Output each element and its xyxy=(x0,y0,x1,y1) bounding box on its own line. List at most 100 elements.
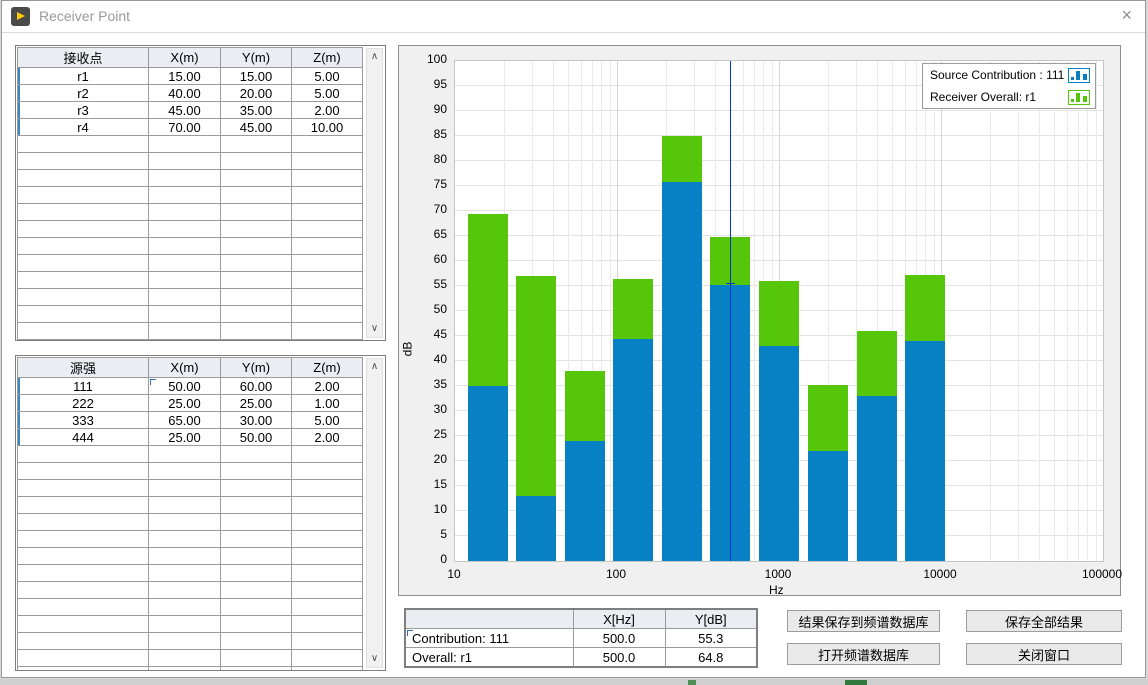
table-cell[interactable] xyxy=(221,221,292,238)
table-row-empty[interactable] xyxy=(18,463,363,480)
table-cell[interactable]: 2.00 xyxy=(292,429,363,446)
table-cell[interactable] xyxy=(149,497,221,514)
table-cell[interactable] xyxy=(292,289,363,306)
table-row-empty[interactable] xyxy=(18,204,363,221)
table-row[interactable]: r470.0045.0010.00 xyxy=(18,119,363,136)
table-cell[interactable] xyxy=(292,548,363,565)
table-row[interactable]: 11150.0060.002.00 xyxy=(18,378,363,395)
table-row-empty[interactable] xyxy=(18,633,363,650)
table-cell[interactable] xyxy=(18,480,149,497)
table-cell[interactable] xyxy=(18,514,149,531)
table-cell[interactable] xyxy=(292,616,363,633)
table-row[interactable]: r345.0035.002.00 xyxy=(18,102,363,119)
table-cell[interactable] xyxy=(149,463,221,480)
table-cell[interactable] xyxy=(149,306,221,323)
table-cell[interactable] xyxy=(18,170,149,187)
table-cell[interactable]: 15.00 xyxy=(221,68,292,85)
table-cell[interactable]: 20.00 xyxy=(221,85,292,102)
table-cell[interactable] xyxy=(149,153,221,170)
table-row-empty[interactable] xyxy=(18,582,363,599)
table-cell[interactable] xyxy=(149,446,221,463)
table-row-empty[interactable] xyxy=(18,616,363,633)
table-cell[interactable]: 65.00 xyxy=(149,412,221,429)
table-cell[interactable] xyxy=(292,633,363,650)
table-cell[interactable] xyxy=(292,463,363,480)
table-cell[interactable] xyxy=(149,616,221,633)
table-cell[interactable]: 10.00 xyxy=(292,119,363,136)
table-cell[interactable] xyxy=(18,463,149,480)
table-cell[interactable]: 2.00 xyxy=(292,102,363,119)
save-all-results-button[interactable]: 保存全部结果 xyxy=(966,610,1122,632)
table-cell[interactable]: 222 xyxy=(18,395,149,412)
close-icon[interactable]: × xyxy=(1121,5,1132,26)
table-cell[interactable] xyxy=(18,599,149,616)
table-cell[interactable] xyxy=(149,238,221,255)
table-cell[interactable] xyxy=(221,531,292,548)
table-row-empty[interactable] xyxy=(18,446,363,463)
table-cell[interactable] xyxy=(18,582,149,599)
table-cell[interactable] xyxy=(292,170,363,187)
table-row-empty[interactable] xyxy=(18,221,363,238)
table-cell[interactable] xyxy=(292,306,363,323)
table-cell[interactable] xyxy=(18,531,149,548)
cursor-cell[interactable]: 500.0 xyxy=(573,629,665,648)
table-row-empty[interactable] xyxy=(18,170,363,187)
table-row-empty[interactable] xyxy=(18,650,363,667)
table-row-empty[interactable] xyxy=(18,153,363,170)
cursor-row[interactable]: Overall: r1500.064.8 xyxy=(405,648,757,668)
table-cell[interactable] xyxy=(18,289,149,306)
table-row-empty[interactable] xyxy=(18,255,363,272)
table-cell[interactable]: 40.00 xyxy=(149,85,221,102)
table-cell[interactable] xyxy=(221,187,292,204)
table-cell[interactable] xyxy=(18,323,149,340)
table-cell[interactable] xyxy=(221,170,292,187)
table-cell[interactable] xyxy=(292,480,363,497)
source-table-scrollbar[interactable]: ∧ ∨ xyxy=(366,358,383,668)
table-cell[interactable] xyxy=(221,136,292,153)
table-row[interactable]: r240.0020.005.00 xyxy=(18,85,363,102)
chart-cursor-line[interactable] xyxy=(730,61,731,561)
table-row[interactable]: 44425.0050.002.00 xyxy=(18,429,363,446)
table-cell[interactable] xyxy=(149,548,221,565)
table-cell[interactable]: 45.00 xyxy=(149,102,221,119)
table-cell[interactable] xyxy=(18,565,149,582)
table-cell[interactable] xyxy=(149,531,221,548)
table-cell[interactable]: 5.00 xyxy=(292,68,363,85)
table-cell[interactable] xyxy=(221,650,292,667)
table-cell[interactable] xyxy=(221,463,292,480)
table-cell[interactable]: 35.00 xyxy=(221,102,292,119)
table-cell[interactable] xyxy=(221,667,292,672)
table-cell[interactable] xyxy=(292,187,363,204)
table-row-empty[interactable] xyxy=(18,548,363,565)
table-cell[interactable] xyxy=(149,582,221,599)
table-cell[interactable] xyxy=(221,616,292,633)
table-cell[interactable] xyxy=(149,599,221,616)
table-cell[interactable] xyxy=(149,633,221,650)
table-cell[interactable]: 25.00 xyxy=(221,395,292,412)
table-cell[interactable]: r3 xyxy=(18,102,149,119)
table-cell[interactable] xyxy=(221,514,292,531)
table-cell[interactable] xyxy=(292,446,363,463)
table-cell[interactable]: r1 xyxy=(18,68,149,85)
table-cell[interactable] xyxy=(292,272,363,289)
table-cell[interactable]: 50.00 xyxy=(221,429,292,446)
table-cell[interactable] xyxy=(292,136,363,153)
table-cell[interactable] xyxy=(18,616,149,633)
table-cell[interactable]: 45.00 xyxy=(221,119,292,136)
table-cell[interactable]: 50.00 xyxy=(149,378,221,395)
table-cell[interactable] xyxy=(18,446,149,463)
table-cell[interactable]: 333 xyxy=(18,412,149,429)
table-row[interactable]: r115.0015.005.00 xyxy=(18,68,363,85)
table-row-empty[interactable] xyxy=(18,238,363,255)
table-cell[interactable] xyxy=(292,667,363,672)
table-cell[interactable] xyxy=(292,204,363,221)
table-cell[interactable] xyxy=(18,255,149,272)
scroll-down-icon[interactable]: ∨ xyxy=(367,321,382,337)
table-cell[interactable] xyxy=(221,480,292,497)
table-cell[interactable] xyxy=(18,272,149,289)
table-cell[interactable] xyxy=(221,599,292,616)
table-cell[interactable] xyxy=(18,650,149,667)
table-cell[interactable] xyxy=(18,548,149,565)
table-cell[interactable] xyxy=(292,255,363,272)
table-cell[interactable] xyxy=(18,238,149,255)
